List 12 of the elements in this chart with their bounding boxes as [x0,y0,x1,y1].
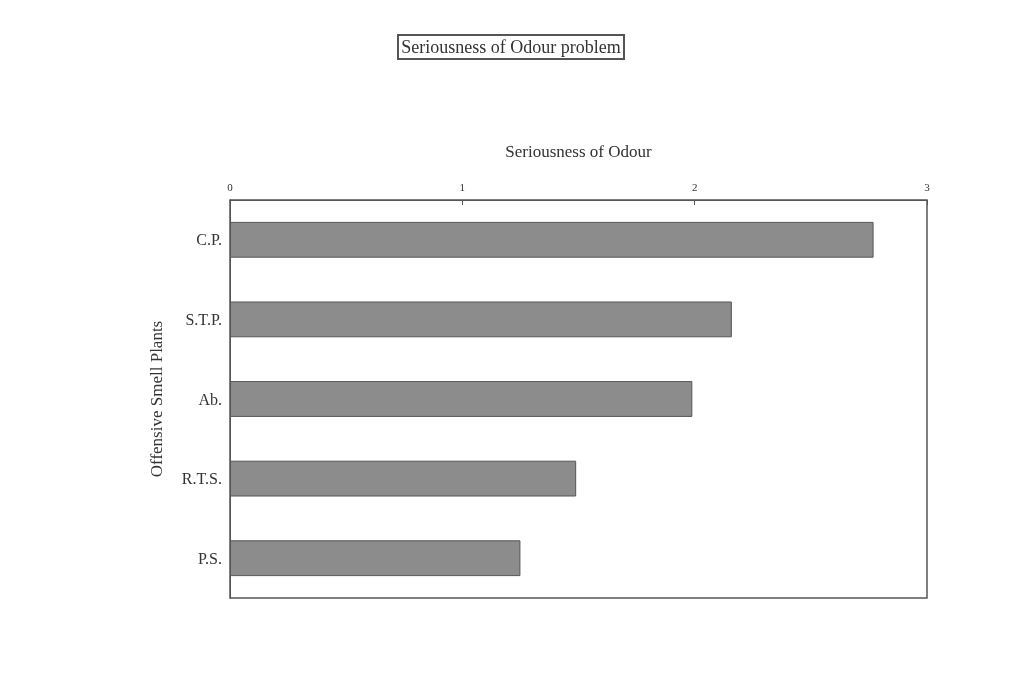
x-tick-label: 1 [459,180,466,193]
y-axis-title: Offensive Smell Plants [147,320,166,478]
chart-title: Seriousness of Odour problem [401,37,621,57]
y-tick-label: S.T.P. [185,310,222,328]
y-tick-label: C.P. [196,231,222,249]
x-tick-label: 3 [924,180,931,193]
x-tick-label: 0 [227,180,234,193]
y-tick-label: Ab. [198,390,222,408]
y-tick-label: P.S. [197,549,222,567]
y-tick-label: R.T.S. [181,470,222,488]
x-tick-label: 2 [691,180,698,193]
x-axis-title: Seriousness of Odour [505,142,653,161]
